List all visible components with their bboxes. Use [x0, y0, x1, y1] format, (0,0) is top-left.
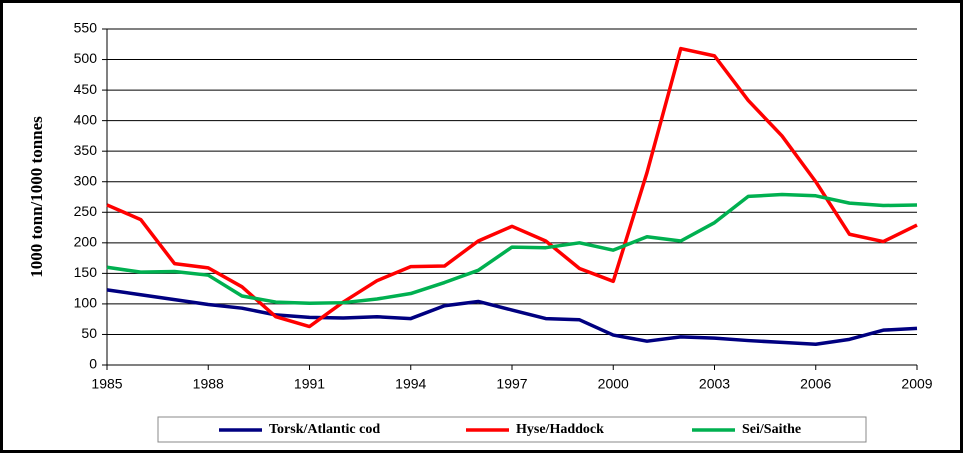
series-line — [106, 46, 918, 329]
x-tick-label: 2009 — [901, 376, 932, 392]
y-tick-label: 350 — [74, 142, 98, 158]
y-tick-label: 150 — [74, 264, 98, 280]
x-tick-label: 1985 — [91, 376, 122, 392]
x-tick-label: 2003 — [699, 376, 730, 392]
y-tick-label: 100 — [74, 295, 98, 311]
legend-label: Torsk/Atlantic cod — [269, 422, 380, 437]
x-tick-label: 2000 — [598, 376, 629, 392]
y-tick-label: 250 — [74, 203, 98, 219]
series-line — [106, 192, 918, 306]
y-tick-label: 0 — [89, 356, 97, 372]
y-axis-label: 1000 tonn/1000 tonnes — [27, 116, 46, 278]
legend-label: Sei/Saithe — [742, 422, 801, 437]
legend-box — [157, 416, 867, 443]
y-tick-label: 50 — [81, 325, 97, 341]
y-tick-label: 300 — [74, 172, 98, 188]
legend-label: Hyse/Haddock — [516, 422, 604, 437]
x-tick-label: 2006 — [800, 376, 831, 392]
y-tick-label: 400 — [74, 111, 98, 127]
series-line — [106, 288, 918, 346]
y-tick-label: 500 — [74, 50, 98, 66]
y-tick-label: 450 — [74, 81, 98, 97]
x-tick-label: 1991 — [294, 376, 325, 392]
x-tick-label: 1988 — [193, 376, 224, 392]
x-tick-label: 1994 — [395, 376, 426, 392]
y-tick-label: 550 — [74, 20, 98, 36]
y-tick-label: 200 — [74, 234, 98, 250]
x-tick-label: 1997 — [496, 376, 527, 392]
